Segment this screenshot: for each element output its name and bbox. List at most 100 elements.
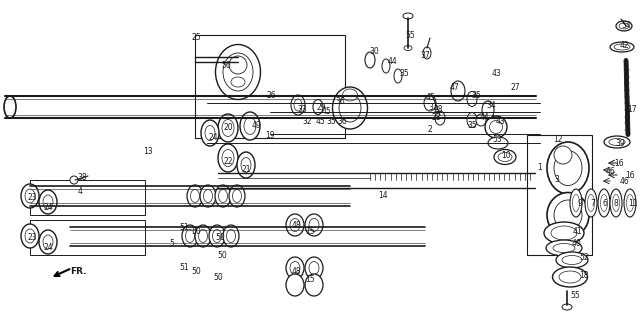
Text: 37: 37: [420, 50, 430, 60]
Ellipse shape: [614, 44, 630, 50]
Ellipse shape: [559, 271, 581, 283]
Text: 14: 14: [378, 190, 388, 199]
Text: 9: 9: [577, 199, 582, 209]
Text: 12: 12: [553, 136, 563, 145]
Ellipse shape: [394, 69, 402, 83]
Text: 54: 54: [621, 20, 631, 29]
Text: 3: 3: [555, 175, 559, 184]
Ellipse shape: [191, 189, 200, 203]
Ellipse shape: [551, 226, 577, 240]
Text: 50: 50: [191, 268, 201, 277]
Ellipse shape: [240, 112, 260, 140]
Ellipse shape: [451, 81, 465, 101]
Bar: [195, 35, 345, 138]
Text: 17: 17: [627, 106, 637, 115]
Text: 16: 16: [625, 170, 635, 180]
Text: 4: 4: [77, 188, 83, 197]
Ellipse shape: [232, 189, 241, 203]
Ellipse shape: [218, 114, 238, 142]
Ellipse shape: [570, 189, 582, 217]
Ellipse shape: [382, 59, 390, 73]
Text: 34: 34: [486, 101, 496, 110]
Text: 45: 45: [315, 117, 325, 127]
Ellipse shape: [547, 192, 589, 238]
Ellipse shape: [404, 46, 412, 50]
Ellipse shape: [616, 21, 632, 31]
Ellipse shape: [25, 229, 35, 243]
Ellipse shape: [43, 195, 53, 209]
Text: FR.: FR.: [70, 268, 86, 277]
Text: 35: 35: [399, 69, 409, 78]
Text: 39: 39: [615, 138, 625, 147]
Text: 23: 23: [27, 233, 37, 241]
Text: 19: 19: [265, 131, 275, 140]
Ellipse shape: [562, 304, 572, 310]
Text: 47: 47: [450, 83, 460, 92]
Ellipse shape: [209, 225, 225, 247]
Text: 38: 38: [77, 174, 87, 182]
Text: 21: 21: [241, 166, 251, 174]
Text: 48: 48: [291, 268, 301, 277]
Text: 24: 24: [208, 133, 218, 143]
Ellipse shape: [43, 235, 53, 249]
Ellipse shape: [215, 185, 231, 207]
Text: 25: 25: [191, 33, 201, 42]
Ellipse shape: [187, 185, 203, 207]
Ellipse shape: [554, 146, 572, 164]
Ellipse shape: [70, 176, 78, 184]
Ellipse shape: [627, 195, 634, 211]
Ellipse shape: [195, 225, 211, 247]
Ellipse shape: [229, 185, 245, 207]
Ellipse shape: [573, 195, 579, 211]
Ellipse shape: [227, 229, 236, 242]
Text: 49: 49: [251, 122, 261, 130]
Ellipse shape: [435, 111, 445, 125]
Text: 46: 46: [619, 177, 629, 187]
Ellipse shape: [244, 117, 256, 135]
Ellipse shape: [600, 195, 607, 211]
Ellipse shape: [403, 13, 413, 19]
Ellipse shape: [286, 214, 304, 236]
Ellipse shape: [218, 144, 238, 172]
Ellipse shape: [309, 219, 319, 232]
Ellipse shape: [624, 189, 636, 217]
Text: 46: 46: [606, 167, 616, 175]
Ellipse shape: [424, 95, 436, 111]
Ellipse shape: [67, 226, 79, 246]
Ellipse shape: [488, 137, 508, 149]
Ellipse shape: [222, 150, 234, 167]
Text: 7: 7: [591, 199, 595, 209]
Text: 55: 55: [405, 31, 415, 40]
Ellipse shape: [482, 101, 494, 119]
Text: 35: 35: [467, 122, 477, 130]
Text: 51: 51: [179, 263, 189, 272]
Text: 44: 44: [388, 57, 398, 66]
Text: 45: 45: [322, 108, 332, 116]
Ellipse shape: [21, 184, 39, 208]
Ellipse shape: [333, 87, 367, 129]
Ellipse shape: [547, 142, 589, 194]
Text: 20: 20: [223, 123, 233, 132]
Text: 55: 55: [570, 291, 580, 300]
Text: 28: 28: [431, 113, 441, 122]
Text: 16: 16: [614, 159, 624, 167]
Ellipse shape: [476, 114, 486, 126]
Text: 28: 28: [433, 106, 443, 115]
Text: 35: 35: [326, 117, 336, 127]
Text: 50: 50: [217, 251, 227, 261]
Text: 43: 43: [496, 116, 506, 125]
Text: 13: 13: [143, 147, 153, 157]
Text: 15: 15: [305, 276, 315, 285]
Text: 33: 33: [297, 105, 307, 114]
Ellipse shape: [223, 225, 239, 247]
Bar: [30, 220, 145, 255]
Ellipse shape: [305, 274, 323, 296]
Text: 50: 50: [191, 227, 201, 236]
Text: 26: 26: [266, 92, 276, 100]
Ellipse shape: [552, 267, 588, 287]
Text: 53: 53: [492, 135, 502, 144]
Ellipse shape: [609, 138, 625, 145]
Ellipse shape: [467, 92, 477, 107]
Text: 51: 51: [179, 224, 189, 233]
Ellipse shape: [21, 224, 39, 248]
